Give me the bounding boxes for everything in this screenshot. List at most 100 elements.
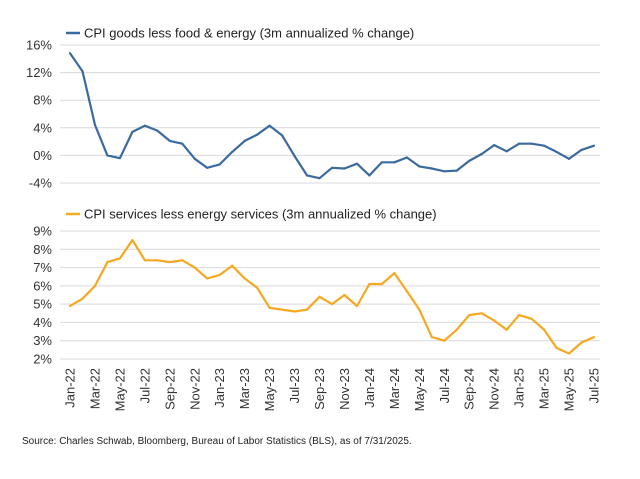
- data-point-2: [530, 317, 533, 320]
- x-tick-label: Jul-24: [437, 368, 452, 403]
- data-point-2: [256, 286, 259, 289]
- data-point-2: [280, 308, 284, 311]
- x-tick-label: May-23: [262, 368, 277, 411]
- data-point-1: [380, 161, 384, 164]
- data-point-2: [143, 259, 146, 262]
- x-tick-label: May-22: [112, 368, 127, 411]
- data-point-2: [268, 306, 271, 309]
- chart-area: 16% 12% 8% 4% 0% -4% CPI goods less food & ene…: [26, 26, 602, 412]
- data-point-2: [293, 310, 296, 313]
- data-point-2: [193, 266, 196, 269]
- y-tick-label-1: 16%: [26, 38, 52, 53]
- x-tick-label: Nov-24: [487, 368, 502, 410]
- data-point-1: [181, 142, 184, 145]
- data-point-2: [106, 260, 109, 264]
- data-point-1: [580, 148, 583, 151]
- x-tick-label: Sep-24: [462, 368, 477, 410]
- data-point-1: [393, 161, 396, 164]
- data-point-1: [343, 167, 346, 170]
- y-tick-label-2: 2%: [33, 352, 52, 367]
- data-point-1: [555, 150, 558, 154]
- data-point-1: [530, 142, 533, 145]
- data-point-1: [355, 162, 359, 165]
- data-point-2: [330, 303, 334, 306]
- y-tick-label-1: 12%: [26, 65, 52, 80]
- data-point-2: [430, 335, 433, 339]
- data-point-1: [243, 139, 246, 143]
- data-point-2: [218, 273, 221, 276]
- data-point-1: [443, 170, 446, 173]
- data-point-1: [231, 150, 234, 154]
- data-point-2: [592, 335, 596, 339]
- data-point-2: [493, 319, 496, 322]
- data-point-1: [256, 133, 259, 136]
- data-point-2: [518, 314, 521, 317]
- data-point-1: [518, 142, 521, 145]
- data-point-1: [418, 165, 421, 168]
- data-point-1: [118, 157, 122, 160]
- data-point-1: [493, 143, 496, 147]
- x-tick-label: Jul-22: [137, 368, 152, 403]
- data-point-1: [592, 144, 596, 147]
- data-point-2: [168, 260, 171, 264]
- data-point-1: [318, 177, 321, 180]
- data-point-2: [81, 297, 84, 300]
- data-point-1: [68, 52, 72, 55]
- y-tick-label-2: 6%: [33, 278, 52, 293]
- data-point-1: [206, 166, 209, 169]
- data-point-1: [368, 174, 371, 177]
- data-point-1: [293, 154, 296, 158]
- data-point-1: [168, 139, 171, 143]
- data-point-2: [567, 352, 571, 355]
- y-tick-label-2: 7%: [33, 260, 52, 275]
- data-point-2: [443, 339, 446, 342]
- data-point-1: [305, 174, 309, 177]
- data-point-1: [131, 130, 134, 134]
- data-point-1: [268, 124, 271, 127]
- x-tick-label: Jan-25: [512, 368, 527, 408]
- data-point-2: [318, 295, 321, 298]
- data-point-2: [131, 239, 134, 242]
- data-point-2: [243, 277, 246, 280]
- x-tick-label: Jan-22: [63, 368, 78, 408]
- data-point-2: [206, 277, 209, 280]
- data-point-1: [156, 129, 159, 132]
- data-point-2: [468, 314, 471, 317]
- y-tick-label-1: 8%: [33, 93, 52, 108]
- data-point-1: [218, 163, 221, 166]
- data-point-1: [567, 157, 571, 160]
- data-point-2: [368, 282, 371, 286]
- data-point-2: [505, 328, 508, 331]
- x-tick-label: Sep-23: [312, 368, 327, 410]
- x-tick-label: Jan-24: [362, 368, 377, 408]
- data-point-2: [68, 304, 72, 308]
- data-point-1: [143, 124, 146, 127]
- data-point-2: [231, 264, 234, 267]
- y-tick-label-2: 5%: [33, 297, 52, 312]
- data-point-2: [580, 341, 583, 344]
- data-point-1: [505, 150, 508, 153]
- data-point-2: [93, 284, 97, 287]
- data-point-2: [380, 282, 384, 286]
- legend-label-2: CPI services less energy services (3m an…: [84, 207, 437, 222]
- legend-label-1: CPI goods less food & energy (3m annuali…: [84, 26, 414, 41]
- data-point-2: [156, 259, 159, 262]
- x-tick-label: Sep-22: [162, 368, 177, 410]
- data-point-1: [468, 159, 471, 163]
- data-point-2: [305, 308, 309, 311]
- data-point-1: [455, 169, 458, 172]
- x-tick-label: Nov-22: [187, 368, 202, 410]
- x-tick-label: May-25: [562, 368, 577, 411]
- source-note: Source: Charles Schwab, Bloomberg, Burea…: [22, 436, 412, 447]
- data-point-1: [93, 123, 97, 127]
- data-point-2: [480, 312, 483, 315]
- data-point-1: [106, 154, 109, 157]
- x-tick-label: Nov-23: [337, 368, 352, 410]
- x-tick-label: Jan-23: [212, 368, 227, 408]
- data-point-1: [280, 134, 284, 137]
- series-line-2: [69, 239, 595, 355]
- y-tick-label-1: -4%: [29, 176, 53, 191]
- x-tick-label: Mar-24: [387, 368, 402, 409]
- data-point-1: [430, 167, 433, 170]
- x-tick-label: Jul-23: [287, 368, 302, 403]
